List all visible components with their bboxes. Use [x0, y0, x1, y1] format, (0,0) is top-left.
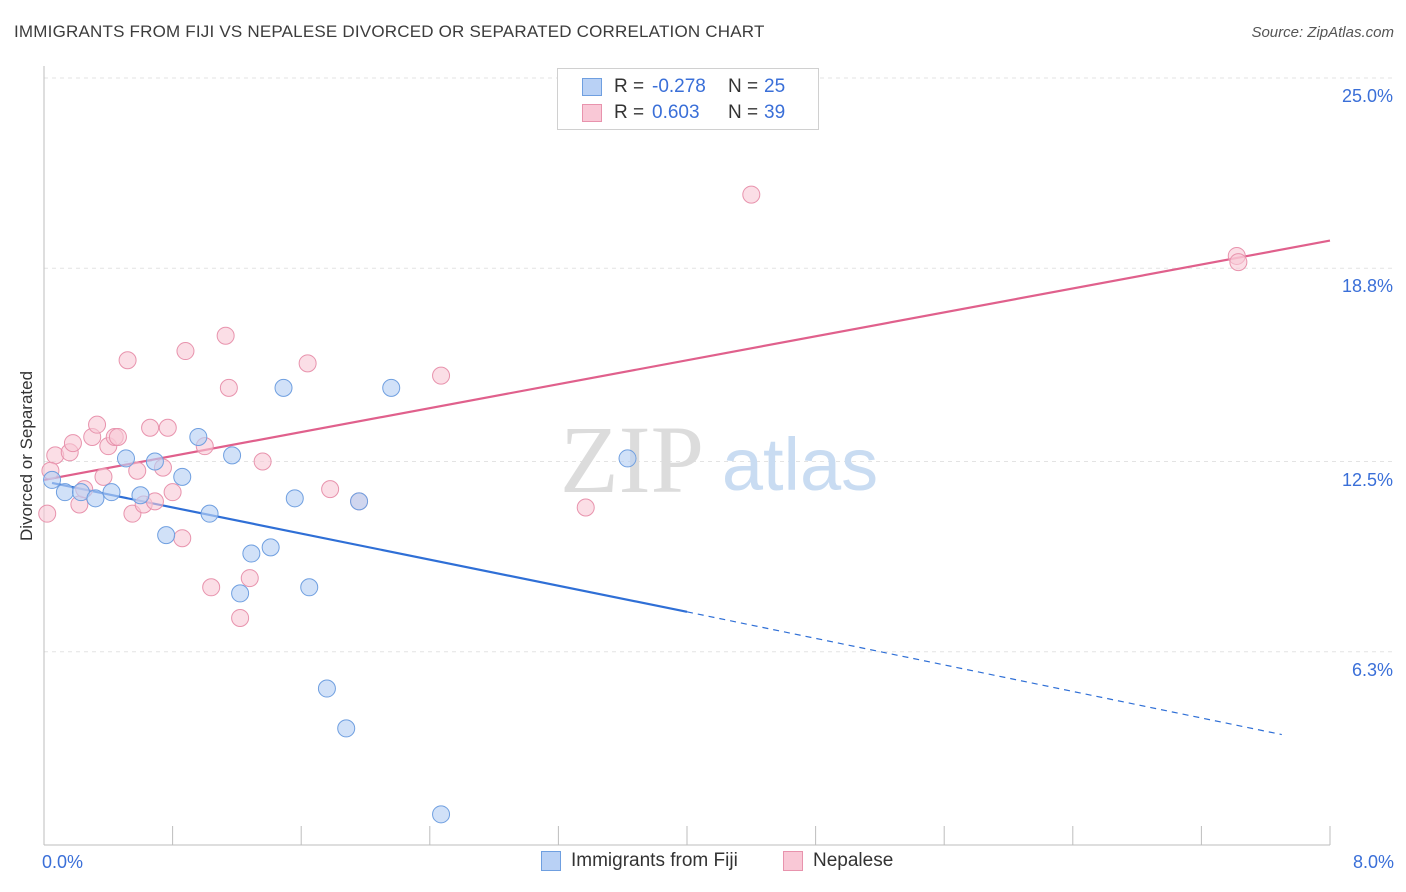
x-tick-label: 0.0% [42, 852, 84, 872]
legend-n-label: N = [728, 102, 759, 123]
nepalese-point [432, 366, 451, 385]
fiji-point [618, 449, 637, 468]
fiji-point [382, 378, 401, 397]
nepalese-point [108, 427, 127, 446]
fiji-point [432, 805, 451, 824]
nepalese-point [742, 185, 761, 204]
legend-n-value: 39 [764, 102, 786, 123]
fiji-point [145, 452, 164, 471]
nepalese-point [576, 498, 595, 517]
fiji-point [350, 492, 369, 511]
watermark: ZIP atlas [560, 406, 878, 513]
source-label: Source: ZipAtlas.com [1251, 24, 1394, 41]
fiji-point [55, 483, 74, 502]
fiji-point [86, 489, 105, 508]
fiji-point [102, 483, 121, 502]
fiji-point [173, 467, 192, 486]
legend-swatch-fiji [582, 78, 602, 96]
legend-n-label: N = [728, 76, 759, 97]
y-tick-label: 12.5% [1341, 469, 1393, 490]
nepalese-point [176, 342, 195, 361]
legend-r-label: R = [614, 76, 645, 97]
nepalese-point [158, 418, 177, 437]
fiji-point [242, 544, 261, 563]
fiji-point [317, 679, 336, 698]
nepalese-point [118, 351, 137, 370]
nepalese-point [231, 608, 250, 627]
legend-r-value: -0.278 [652, 76, 706, 97]
fiji-point [274, 378, 293, 397]
series-swatch-fiji [541, 851, 561, 871]
nepalese-point [88, 415, 107, 434]
nepalese-point [253, 452, 272, 471]
fiji-point [116, 449, 135, 468]
y-tick-label: 6.3% [1351, 659, 1393, 680]
legend-swatch-nepalese [582, 104, 602, 122]
nepalese-trend-line [43, 239, 1331, 481]
nepalese-point [63, 434, 82, 453]
fiji-point [261, 538, 280, 557]
legend-n-value: 25 [764, 76, 786, 97]
chart-title: IMMIGRANTS FROM FIJI VS NEPALESE DIVORCE… [14, 22, 765, 41]
fiji-point [231, 584, 250, 603]
fiji-point [223, 446, 242, 465]
nepalese-point [202, 578, 221, 597]
y-axis-label: Divorced or Separated [17, 370, 36, 542]
x-tick-label: 8.0% [1352, 852, 1394, 872]
legend-row-fiji: R = -0.278 N = 25 [582, 75, 785, 99]
y-tick-label: 25.0% [1341, 86, 1393, 106]
fiji-point [200, 504, 219, 523]
series-swatch-nepalese [783, 851, 803, 871]
nepalese-point [163, 483, 182, 502]
nepalese-point [128, 461, 147, 480]
fiji-point [300, 578, 319, 597]
nepalese-point [240, 569, 259, 588]
nepalese-point [94, 467, 113, 486]
fiji-point [285, 489, 304, 508]
fiji-point [43, 470, 62, 489]
nepalese-point [38, 504, 57, 523]
data-points [38, 185, 1248, 824]
series-label-nepalese: Nepalese [813, 850, 894, 871]
nepalese-point [173, 529, 192, 548]
series-legend-nepalese: Nepalese [783, 850, 893, 872]
fiji-point [189, 427, 208, 446]
fiji-trend-extension [686, 611, 1282, 736]
legend-r-value: 0.603 [652, 102, 700, 123]
nepalese-point [216, 326, 235, 345]
y-tick-label: 18.8% [1341, 276, 1393, 297]
fiji-point [157, 526, 176, 545]
legend-r-label: R = [614, 102, 645, 123]
nepalese-point [219, 378, 238, 397]
nepalese-point [298, 354, 317, 373]
nepalese-point [141, 418, 160, 437]
watermark-atlas: atlas [722, 423, 878, 506]
series-legend-fiji: Immigrants from Fiji [541, 850, 738, 872]
axes [43, 66, 1331, 846]
fiji-point [131, 486, 150, 505]
fiji-point [337, 719, 356, 738]
gridlines [44, 77, 1395, 653]
legend: R = -0.278 N = 25 R = 0.603 N = 39 [557, 68, 819, 130]
nepalese-point [1229, 253, 1248, 272]
series-label-fiji: Immigrants from Fiji [571, 850, 738, 871]
series-legend: Immigrants from Fiji Nepalese [0, 850, 1406, 878]
legend-row-nepalese: R = 0.603 N = 39 [582, 101, 785, 125]
nepalese-point [321, 480, 340, 499]
